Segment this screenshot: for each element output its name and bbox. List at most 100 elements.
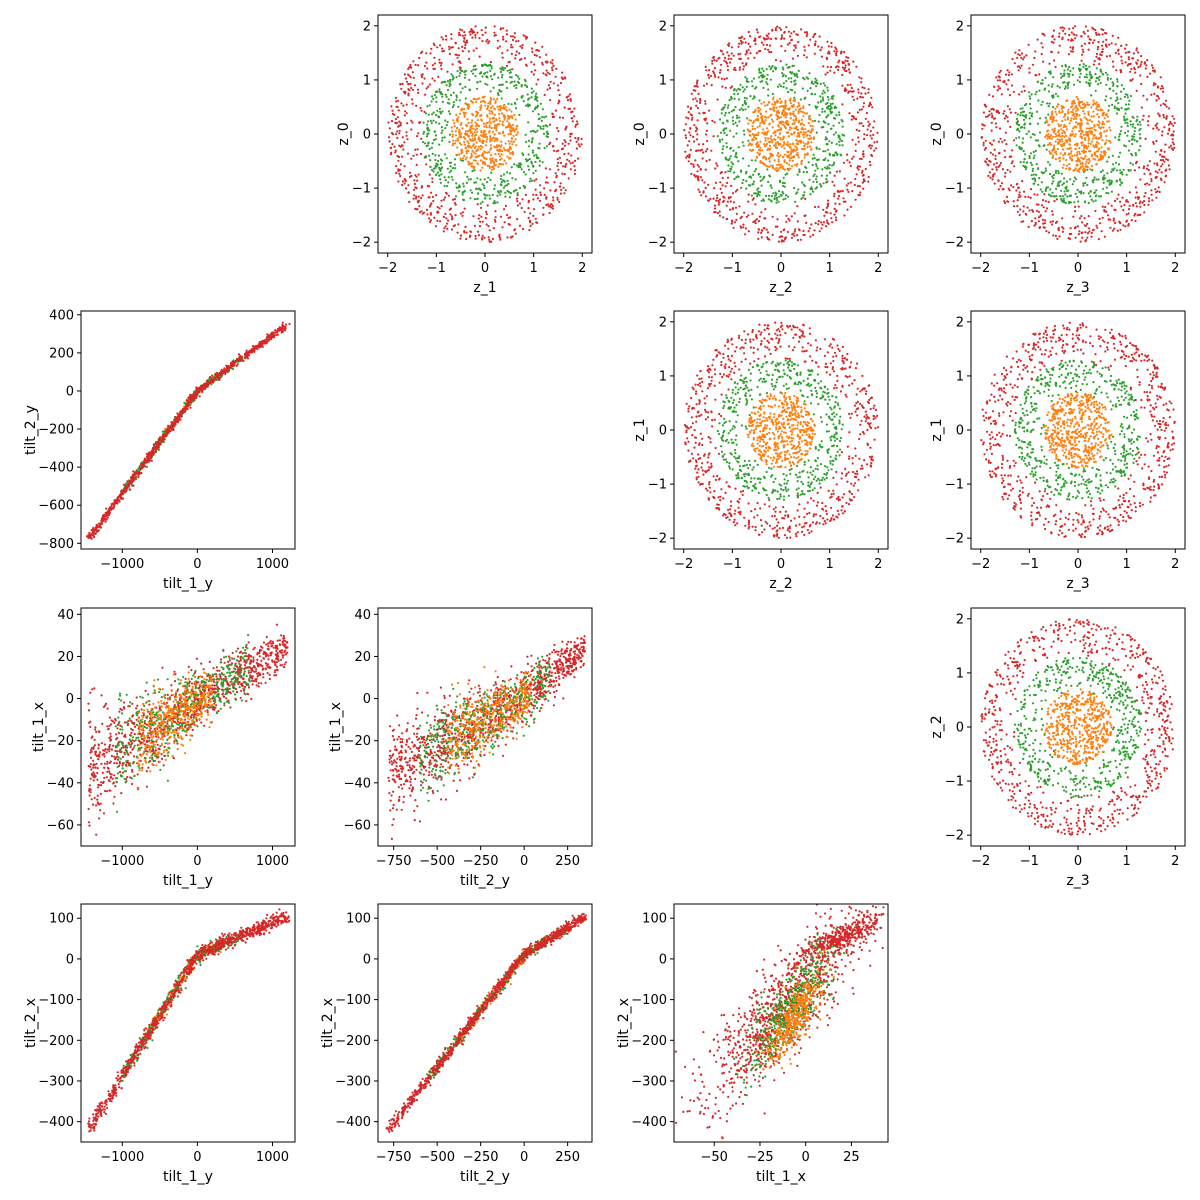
point bbox=[803, 97, 806, 100]
point bbox=[750, 194, 754, 197]
point bbox=[754, 219, 757, 222]
point bbox=[770, 164, 773, 167]
point bbox=[1155, 126, 1158, 129]
point bbox=[730, 222, 733, 225]
point bbox=[767, 94, 770, 97]
series-ring-inner bbox=[1044, 95, 1112, 173]
point bbox=[774, 131, 777, 134]
point bbox=[474, 128, 477, 131]
y-tick-label: 1 bbox=[363, 73, 371, 88]
point bbox=[489, 197, 492, 200]
point bbox=[1163, 103, 1167, 106]
point bbox=[774, 37, 777, 40]
point bbox=[1034, 93, 1037, 96]
point bbox=[751, 125, 754, 128]
point bbox=[485, 140, 488, 143]
point bbox=[1086, 165, 1089, 168]
point bbox=[988, 113, 991, 116]
point bbox=[713, 187, 716, 190]
point bbox=[1007, 187, 1010, 190]
point bbox=[1127, 169, 1131, 172]
point bbox=[727, 104, 730, 107]
point bbox=[824, 121, 827, 124]
point bbox=[477, 234, 481, 237]
point bbox=[1091, 169, 1094, 172]
point bbox=[825, 206, 829, 209]
point bbox=[872, 126, 875, 129]
point bbox=[742, 157, 745, 160]
point bbox=[544, 124, 547, 127]
point bbox=[442, 49, 445, 53]
point bbox=[482, 122, 485, 125]
point bbox=[747, 193, 750, 196]
point bbox=[1125, 200, 1128, 203]
point bbox=[574, 123, 578, 127]
point bbox=[776, 164, 779, 167]
point bbox=[1151, 199, 1154, 202]
point bbox=[996, 79, 999, 82]
point bbox=[465, 41, 469, 44]
point bbox=[1089, 190, 1092, 193]
point bbox=[446, 70, 449, 73]
point bbox=[429, 52, 432, 55]
point bbox=[769, 152, 772, 155]
point bbox=[453, 125, 456, 128]
point bbox=[1022, 85, 1025, 88]
point bbox=[729, 196, 732, 199]
point bbox=[744, 41, 747, 44]
point bbox=[809, 235, 812, 238]
point bbox=[764, 47, 767, 51]
point bbox=[826, 52, 830, 55]
point bbox=[739, 52, 742, 55]
point bbox=[993, 148, 996, 151]
point bbox=[1045, 230, 1048, 233]
point bbox=[1014, 51, 1017, 54]
point bbox=[509, 76, 512, 79]
point bbox=[1160, 171, 1163, 174]
point bbox=[522, 153, 525, 156]
point bbox=[834, 131, 838, 134]
point bbox=[761, 131, 764, 134]
point bbox=[1096, 104, 1100, 107]
point bbox=[494, 220, 497, 223]
point bbox=[826, 211, 829, 214]
point bbox=[479, 220, 482, 223]
point bbox=[994, 122, 998, 125]
point bbox=[495, 118, 498, 121]
point bbox=[503, 149, 506, 152]
point bbox=[414, 197, 418, 200]
point bbox=[1014, 111, 1017, 114]
point bbox=[388, 127, 391, 130]
point bbox=[769, 107, 772, 110]
point bbox=[1104, 99, 1107, 102]
point bbox=[418, 121, 421, 124]
point bbox=[833, 213, 836, 216]
point bbox=[765, 110, 768, 113]
point bbox=[757, 187, 760, 190]
point bbox=[1163, 126, 1166, 129]
point bbox=[543, 93, 546, 96]
point bbox=[999, 137, 1002, 140]
point bbox=[546, 71, 549, 74]
point bbox=[417, 195, 420, 198]
point bbox=[1041, 100, 1044, 103]
point bbox=[987, 174, 990, 177]
point bbox=[990, 121, 993, 124]
point bbox=[1071, 183, 1074, 186]
point bbox=[782, 123, 785, 126]
point bbox=[1098, 78, 1101, 81]
point bbox=[511, 235, 514, 238]
point bbox=[742, 226, 745, 229]
point bbox=[1000, 93, 1003, 96]
point bbox=[1079, 72, 1082, 75]
point bbox=[1047, 161, 1050, 164]
point bbox=[1034, 50, 1037, 53]
point bbox=[510, 43, 513, 46]
point bbox=[510, 46, 513, 49]
point bbox=[464, 171, 467, 174]
point bbox=[989, 142, 992, 145]
point bbox=[403, 73, 406, 76]
point bbox=[471, 139, 475, 142]
point bbox=[1105, 95, 1108, 98]
point bbox=[400, 144, 403, 147]
